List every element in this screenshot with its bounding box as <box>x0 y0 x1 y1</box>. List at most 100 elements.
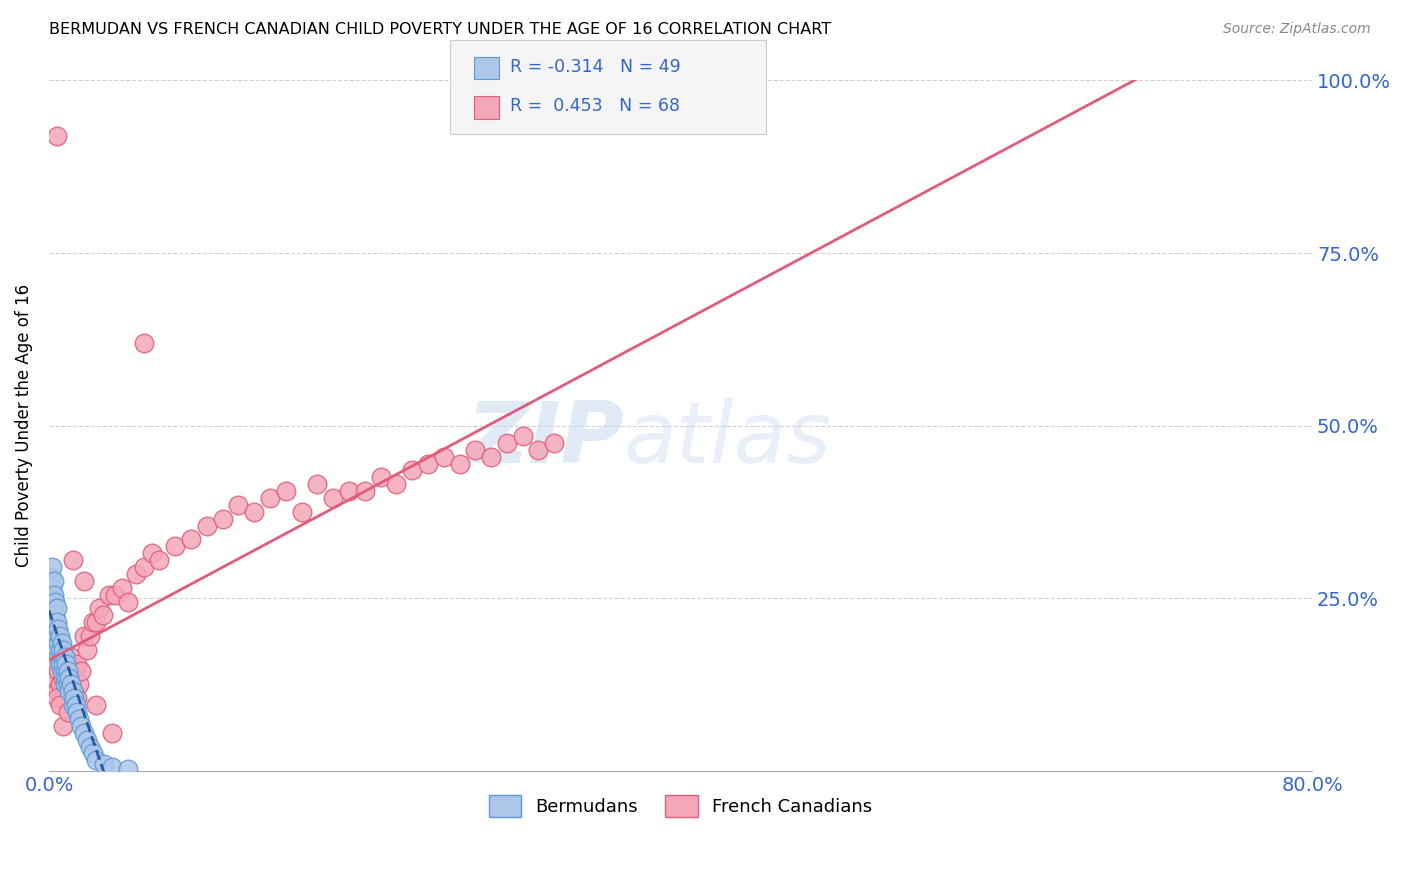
Point <box>53 664 76 678</box>
Point <box>385 477 408 491</box>
Point <box>82 615 104 630</box>
Point <box>73 574 96 588</box>
Text: R =  0.453   N = 68: R = 0.453 N = 68 <box>510 97 681 115</box>
Point <box>48 664 70 678</box>
Point <box>479 450 502 464</box>
Point <box>49 698 72 712</box>
Point <box>73 629 96 643</box>
Text: ZIP: ZIP <box>465 398 624 481</box>
Point <box>93 756 115 771</box>
Point <box>69 664 91 678</box>
Point <box>527 442 550 457</box>
Point <box>42 601 65 615</box>
Point <box>104 588 127 602</box>
Point <box>66 691 89 706</box>
Point <box>52 671 75 685</box>
Text: atlas: atlas <box>624 398 832 481</box>
Point <box>101 760 124 774</box>
Point <box>370 470 392 484</box>
Point <box>512 429 534 443</box>
Point <box>49 677 72 691</box>
Point <box>45 601 67 615</box>
Point <box>125 566 148 581</box>
Point <box>66 705 89 719</box>
Point <box>148 553 170 567</box>
Point <box>56 664 79 678</box>
Point <box>98 588 121 602</box>
Point <box>58 657 80 671</box>
Point <box>51 691 73 706</box>
Point <box>52 643 75 657</box>
Point <box>69 719 91 733</box>
Point <box>65 664 87 678</box>
Point <box>45 691 67 706</box>
Point <box>86 753 108 767</box>
Point <box>433 450 456 464</box>
Point <box>353 484 375 499</box>
Point <box>52 657 75 671</box>
Point <box>49 643 72 657</box>
Point <box>56 705 79 719</box>
Point <box>62 698 84 712</box>
Point <box>51 649 73 664</box>
Point <box>322 491 344 505</box>
Point <box>55 671 77 685</box>
Point <box>51 636 73 650</box>
Point <box>496 435 519 450</box>
Point <box>48 622 70 636</box>
Point <box>44 594 66 608</box>
Point <box>44 608 66 623</box>
Point <box>39 570 62 584</box>
Point <box>67 712 90 726</box>
Point <box>449 457 471 471</box>
Point <box>42 588 65 602</box>
Point <box>48 649 70 664</box>
Point <box>63 691 86 706</box>
Point <box>132 335 155 350</box>
Point <box>66 657 89 671</box>
Y-axis label: Child Poverty Under the Age of 16: Child Poverty Under the Age of 16 <box>15 284 32 567</box>
Point <box>110 581 132 595</box>
Point <box>62 684 84 698</box>
Point <box>91 608 114 623</box>
Point <box>274 484 297 499</box>
Point <box>65 698 87 712</box>
Point <box>337 484 360 499</box>
Point <box>60 649 83 664</box>
Point <box>53 677 76 691</box>
Point <box>307 477 329 491</box>
Point <box>45 684 67 698</box>
Point <box>51 664 73 678</box>
Point <box>63 684 86 698</box>
Point <box>165 540 187 554</box>
Point <box>53 649 76 664</box>
Point <box>86 698 108 712</box>
Point <box>45 128 67 143</box>
Point <box>42 657 65 671</box>
Point <box>86 615 108 630</box>
Point <box>60 677 83 691</box>
Point <box>58 671 80 685</box>
Point <box>79 739 101 754</box>
Point <box>291 505 314 519</box>
Point <box>401 463 423 477</box>
Point <box>49 657 72 671</box>
Point <box>228 498 250 512</box>
Point <box>464 442 486 457</box>
Point <box>141 546 163 560</box>
Point <box>117 594 139 608</box>
Point <box>416 457 439 471</box>
Point <box>180 533 202 547</box>
Point <box>243 505 266 519</box>
Point <box>44 671 66 685</box>
Text: BERMUDAN VS FRENCH CANADIAN CHILD POVERTY UNDER THE AGE OF 16 CORRELATION CHART: BERMUDAN VS FRENCH CANADIAN CHILD POVERT… <box>49 22 831 37</box>
Point <box>62 671 84 685</box>
Point <box>76 643 98 657</box>
Point <box>55 657 77 671</box>
Point <box>76 732 98 747</box>
Point <box>42 574 65 588</box>
Point <box>45 629 67 643</box>
Legend: Bermudans, French Canadians: Bermudans, French Canadians <box>481 788 880 824</box>
Point <box>117 762 139 776</box>
Point <box>52 719 75 733</box>
